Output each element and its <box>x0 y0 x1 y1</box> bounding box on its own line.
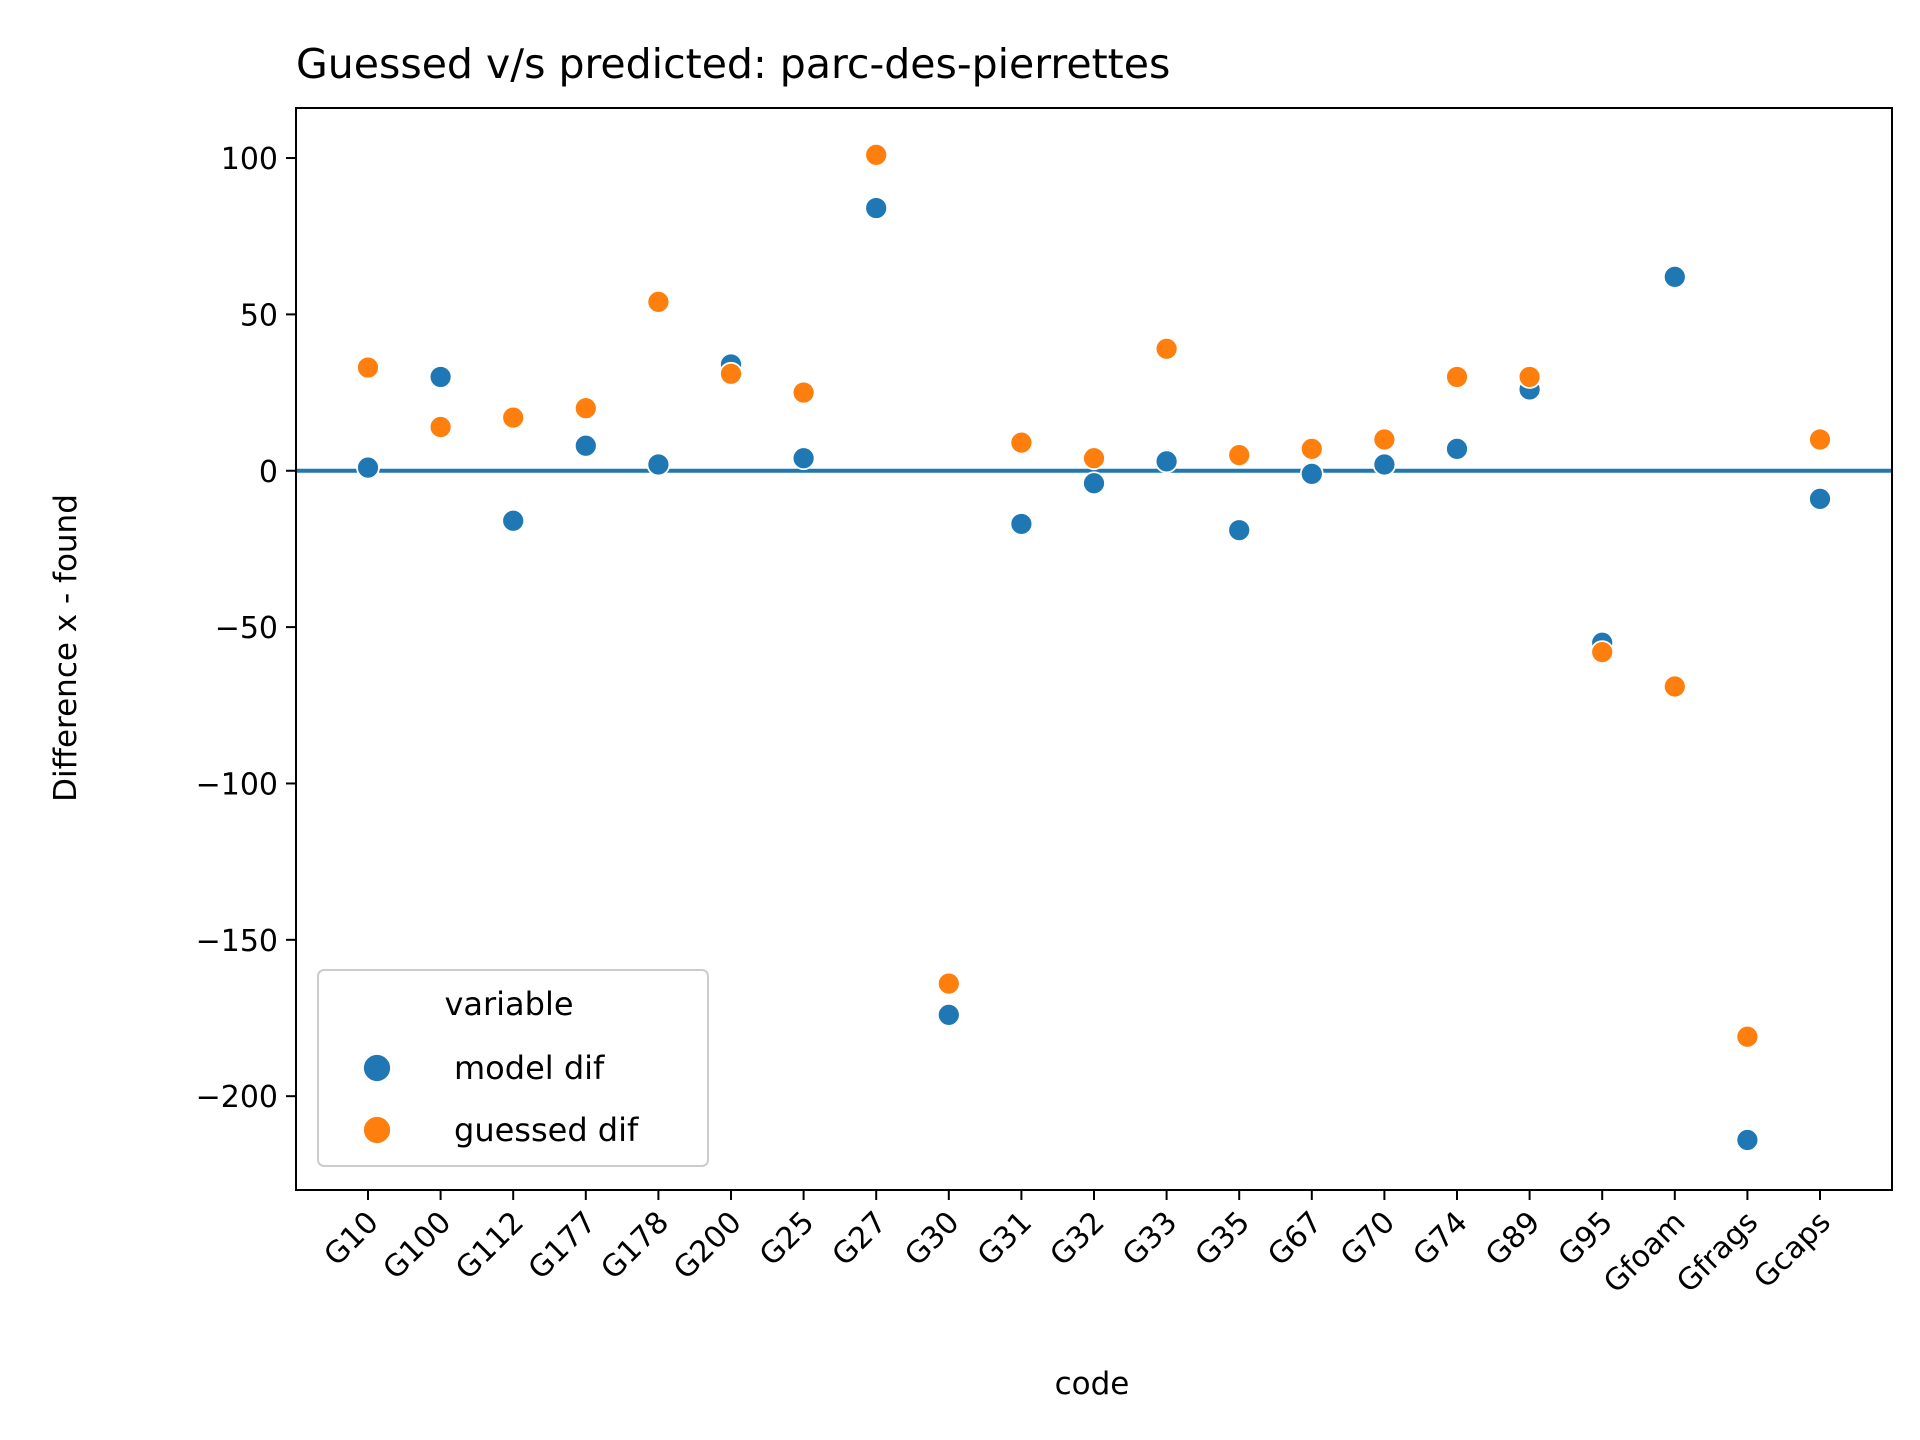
legend-label: guessed dif <box>454 1111 639 1149</box>
data-point <box>1445 365 1469 389</box>
data-point <box>791 446 816 471</box>
data-point <box>864 196 889 220</box>
data-point <box>646 452 671 477</box>
data-point <box>1808 486 1832 511</box>
data-point <box>573 433 598 458</box>
legend-marker <box>362 1115 392 1145</box>
data-point <box>356 455 380 480</box>
data-point <box>1372 452 1397 477</box>
data-point <box>1299 461 1324 486</box>
data-point <box>1082 446 1106 471</box>
data-point <box>1082 471 1106 496</box>
data-point <box>646 289 671 314</box>
plot-frame <box>295 107 1893 1191</box>
data-point <box>1227 443 1252 468</box>
chart-title: Guessed v/s predicted: parc-des-pierrett… <box>296 40 1170 88</box>
y-tick-label: −150 <box>196 924 278 959</box>
y-tick-label: −100 <box>196 767 278 802</box>
data-point <box>1808 427 1832 452</box>
data-point <box>1662 674 1687 699</box>
legend-marker <box>362 1053 392 1083</box>
data-point <box>501 508 526 533</box>
data-point <box>1735 1128 1760 1152</box>
legend-title: variable <box>444 985 573 1023</box>
data-point <box>1590 640 1615 665</box>
y-tick-label: 100 <box>221 142 278 177</box>
data-point <box>1227 518 1252 543</box>
legend-box <box>317 969 709 1167</box>
y-axis-title: Difference x - found <box>48 494 84 802</box>
data-point <box>1154 449 1179 474</box>
y-tick-label: −200 <box>196 1080 278 1115</box>
data-point <box>428 415 453 439</box>
x-axis-title: code <box>1055 1366 1130 1402</box>
legend-label: model dif <box>454 1049 605 1087</box>
data-point <box>1735 1024 1760 1049</box>
data-point <box>936 1002 961 1027</box>
y-tick-label: 50 <box>240 298 278 333</box>
y-tick-label: −50 <box>215 611 278 646</box>
series-guessed-dif <box>356 143 1832 1049</box>
data-point <box>1009 430 1034 455</box>
data-point <box>1154 336 1179 361</box>
data-point <box>501 405 526 430</box>
y-tick-label: 0 <box>259 455 278 490</box>
data-point <box>573 396 598 421</box>
data-point <box>1372 427 1397 452</box>
data-point <box>791 380 816 405</box>
data-point <box>428 365 453 389</box>
data-point <box>1517 365 1542 389</box>
data-point <box>1662 264 1687 289</box>
data-point <box>936 971 961 996</box>
data-point <box>1299 436 1324 461</box>
data-point <box>1009 512 1034 536</box>
data-point <box>719 361 743 386</box>
data-point <box>1445 436 1469 461</box>
legend[interactable]: variable model dif guessed dif <box>317 969 709 1167</box>
data-point <box>356 355 380 380</box>
data-point <box>864 143 889 167</box>
